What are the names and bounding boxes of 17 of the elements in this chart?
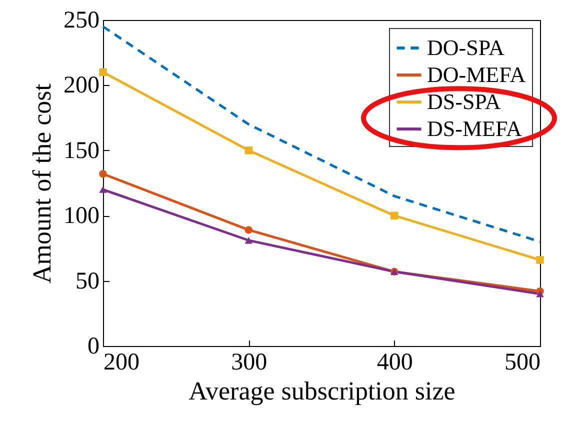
- y-tick-label: 200: [64, 72, 100, 99]
- legend-label: DO-SPA: [427, 35, 505, 60]
- x-tick-label: 200: [104, 350, 140, 376]
- y-tick-label: 150: [64, 138, 100, 164]
- legend-label: DS-MEFA: [427, 116, 522, 141]
- legend-label: DS-SPA: [427, 89, 501, 114]
- x-tick-label: 300: [231, 350, 268, 376]
- x-axis-title: Average subscription size: [188, 376, 456, 406]
- y-tick-label: 50: [76, 268, 100, 294]
- y-axis-title: Amount of the cost: [28, 82, 56, 284]
- y-tick-label: 0: [88, 334, 100, 360]
- legend-label: DO-MEFA: [427, 62, 526, 87]
- x-tick-label: 400: [376, 350, 413, 376]
- line-series: [102, 25, 542, 243]
- y-tick-label: 250: [64, 8, 100, 34]
- y-tick-label: 100: [64, 203, 100, 230]
- x-tick-label: 500: [504, 350, 540, 376]
